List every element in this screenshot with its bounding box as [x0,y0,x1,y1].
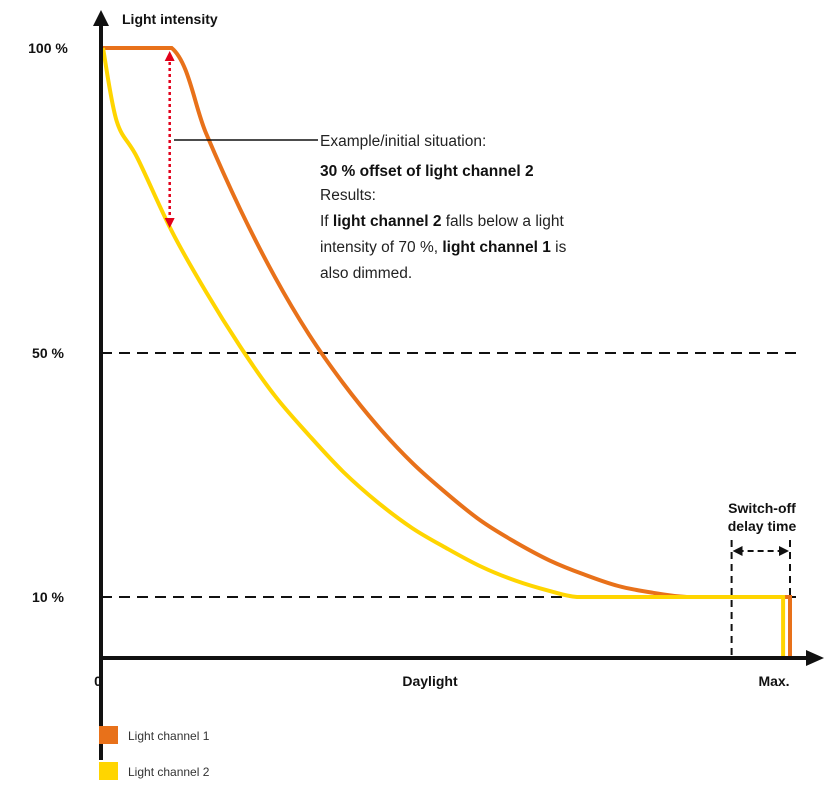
annotation-line-1: Example/initial situation: [320,133,486,150]
y-tick-label-10: 10 % [32,589,64,605]
x-axis-arrowhead [806,650,824,666]
x-tick-label-0: 0 [94,673,102,689]
gridlines [101,352,796,598]
annotation-line-3: Results: [320,187,376,204]
legend: Light channel 1 Light channel 2 [99,726,210,780]
series-line-2 [101,47,786,658]
series-layer [101,46,792,658]
y-axis-arrowhead [93,10,109,26]
annotation-line-5b: light channel 1 [442,239,551,256]
x-axis-title: Daylight [402,673,458,689]
y-tick-label-100: 100 % [28,40,68,56]
y-tick-label-50: 50 % [32,345,64,361]
y-axis-title: Light intensity [122,11,218,27]
delay-label-line-1: Switch-off [728,500,796,516]
annotation-line-2: 30 % offset of light channel 2 [320,163,534,180]
annotation-line-5a: intensity of 70 %, [320,239,442,256]
legend-label-2: Light channel 2 [128,765,210,779]
annotation-line-4c: falls below a light [441,213,564,230]
annotation-line-4a: If [320,213,333,230]
legend-label-1: Light channel 1 [128,729,210,743]
annotation-line-6: also dimmed. [320,265,412,282]
delay-label-line-2: delay time [728,518,797,534]
annotation-text: Example/initial situation: 30 % offset o… [320,133,571,282]
series-line-1 [103,46,792,658]
annotation-line-5c: is [551,239,567,256]
legend-swatch-1 [99,726,118,744]
legend-swatch-2 [99,762,118,780]
y-tick-labels: 100 % 50 % 10 % [28,40,68,605]
annotation-line-4b: light channel 2 [333,213,442,230]
x-tick-label-max: Max. [758,673,789,689]
